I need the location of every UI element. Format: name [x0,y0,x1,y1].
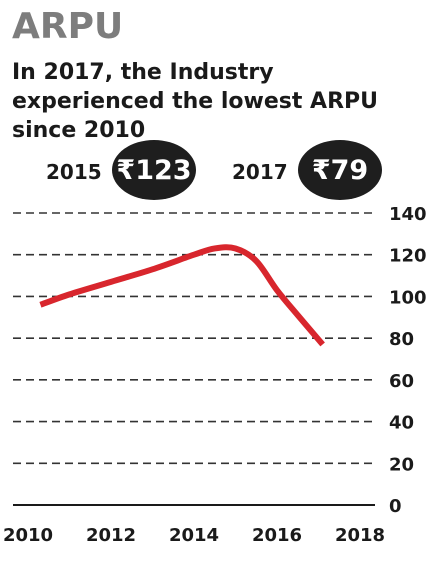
x-tick-label-2014: 2014 [169,525,219,546]
y-tick-label-40: 40 [389,413,414,434]
callout-year-2015: 2015 [46,160,102,184]
y-tick-label-60: 60 [389,371,414,392]
y-tick-label-100: 100 [389,287,427,308]
x-tick-label-2016: 2016 [252,525,302,546]
x-tick-label-2010: 2010 [3,525,53,546]
chart-title: ARPU [12,6,124,47]
y-tick-label-0: 0 [389,496,402,517]
y-tick-label-140: 140 [389,204,427,225]
y-tick-label-80: 80 [389,329,414,350]
callouts: 2015 ₹123 2017 ₹79 [0,140,435,204]
callout-year-2017: 2017 [232,160,288,184]
x-tick-label-2018: 2018 [335,525,385,546]
x-tick-label-2012: 2012 [86,525,136,546]
y-tick-label-20: 20 [389,454,414,475]
callout-badge-2015: ₹123 [112,140,196,200]
chart-subtitle: In 2017, the Industry experienced the lo… [12,60,379,143]
y-tick-label-120: 120 [389,246,427,267]
callout-badge-2017: ₹79 [298,140,382,200]
series-line-0 [39,244,325,347]
